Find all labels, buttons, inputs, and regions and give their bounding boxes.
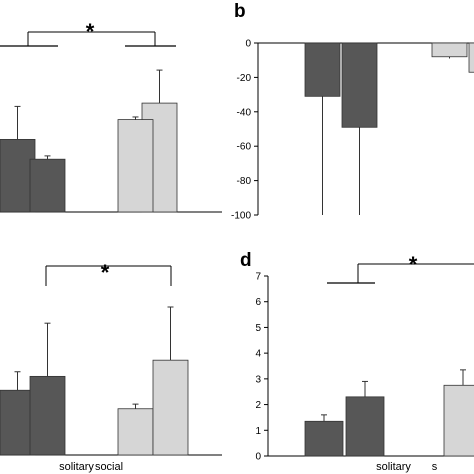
panel-letter: b — [234, 1, 246, 22]
y-tick-label: 0 — [245, 39, 251, 50]
bar — [117, 408, 154, 456]
y-tick-label: -40 — [237, 107, 252, 118]
y-tick-label: -80 — [237, 176, 252, 187]
bar — [29, 375, 66, 456]
bar — [152, 359, 189, 456]
y-tick-label: 1 — [255, 426, 261, 437]
bar — [345, 396, 385, 457]
bar — [341, 42, 378, 128]
bar — [431, 42, 468, 58]
y-tick-label: -100 — [231, 211, 251, 222]
panel-letter: d — [240, 250, 252, 271]
y-tick-label: 6 — [255, 297, 261, 308]
y-tick-label: 2 — [255, 400, 261, 411]
panel-d: 0 1 2 3 4 5 6 7 solitary s * d — [240, 250, 474, 473]
significance-star: * — [101, 260, 110, 285]
y-tick-label: 0 — [255, 452, 261, 463]
bar — [304, 42, 341, 97]
category-label: solitary — [376, 461, 411, 473]
panel-c: solitary social * — [0, 260, 222, 473]
y-tick-label: 4 — [255, 349, 261, 360]
significance-star: * — [86, 19, 95, 44]
panel-b: 0 -20 -40 -60 -80 -100 b — [231, 1, 474, 222]
y-tick-label: 7 — [255, 272, 261, 283]
bar — [117, 119, 154, 213]
y-tick-label: 5 — [255, 323, 261, 334]
bar — [304, 420, 344, 457]
y-tick-label: 3 — [255, 374, 261, 385]
bar — [468, 42, 474, 73]
bar — [443, 384, 474, 457]
category-label: social — [95, 461, 123, 473]
y-tick-label: -60 — [237, 142, 252, 153]
category-label: s — [432, 461, 438, 473]
category-label: solitary — [59, 461, 94, 473]
significance-star: * — [409, 252, 418, 277]
bar — [29, 158, 66, 213]
panel-a: * — [0, 19, 222, 213]
y-tick-label: -20 — [237, 73, 252, 84]
